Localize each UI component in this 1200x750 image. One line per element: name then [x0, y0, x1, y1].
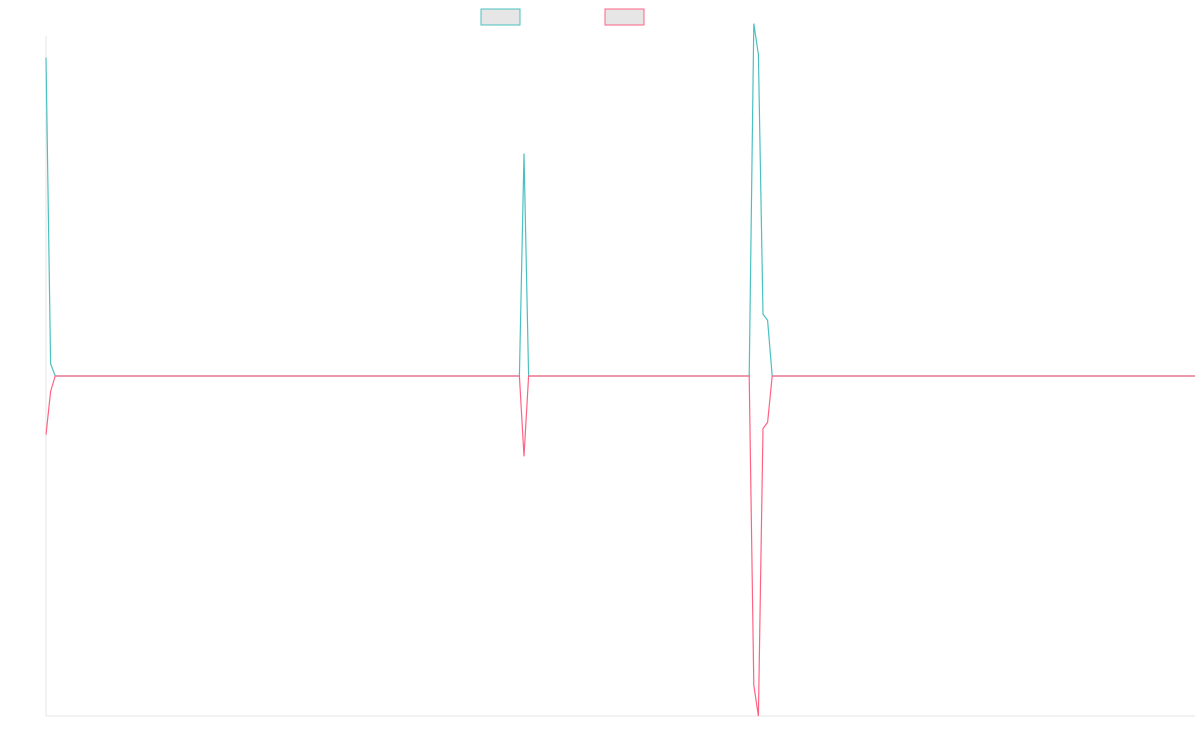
- legend-swatch-2[interactable]: [604, 8, 645, 26]
- legend-swatch-1[interactable]: [480, 8, 521, 26]
- legend[interactable]: [480, 8, 645, 26]
- series-line-1: [45, 23, 1195, 377]
- series-layer: [45, 23, 1195, 717]
- series-line-2: [45, 375, 1195, 717]
- axes: [45, 36, 1195, 717]
